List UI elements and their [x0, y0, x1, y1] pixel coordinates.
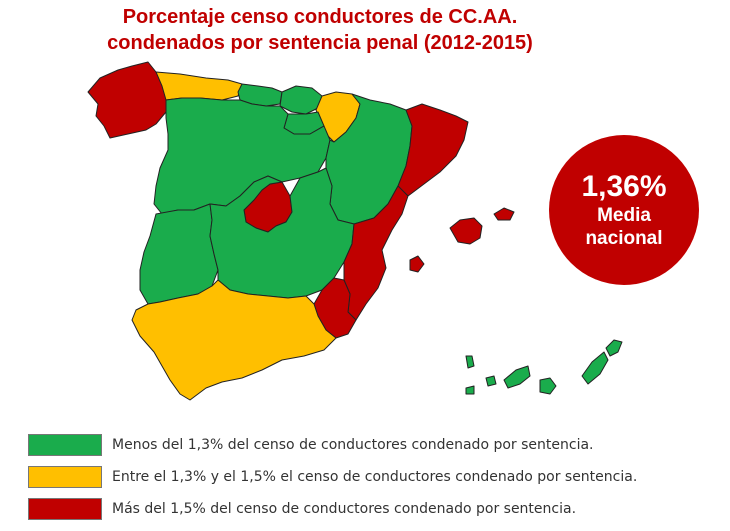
- national-average-badge: 1,36% Media nacional: [549, 135, 699, 285]
- region-canarias-fuerteventura: [581, 351, 609, 385]
- national-average-label-1: Media: [597, 205, 651, 226]
- region-baleares-menorca: [493, 207, 515, 221]
- region-canarias-lanzarote: [605, 339, 623, 357]
- region-baleares-ibiza: [409, 255, 425, 273]
- legend-swatch-red: [28, 498, 102, 520]
- national-average-label-2: nacional: [585, 228, 663, 249]
- title-line-1: Porcentaje censo conductores de CC.AA.: [122, 6, 518, 28]
- legend-item-green: Menos del 1,3% del censo de conductores …: [28, 432, 708, 458]
- national-average-value: 1,36%: [581, 170, 667, 203]
- legend-item-yellow: Entre el 1,3% y el 1,5% el censo de cond…: [28, 464, 708, 490]
- region-canarias-gomera: [485, 375, 497, 387]
- legend-label-green: Menos del 1,3% del censo de conductores …: [112, 437, 594, 453]
- legend-item-red: Más del 1,5% del censo de conductores co…: [28, 496, 708, 522]
- spain-map: [87, 61, 623, 401]
- region-asturias: [155, 71, 243, 101]
- region-andalucia: [131, 279, 337, 401]
- region-baleares-mallorca: [449, 217, 483, 245]
- region-comunidad-valenciana: [343, 185, 409, 321]
- region-cataluna: [397, 103, 469, 197]
- legend-swatch-yellow: [28, 466, 102, 488]
- legend-label-red: Más del 1,5% del censo de conductores co…: [112, 501, 577, 517]
- region-cantabria: [237, 83, 283, 107]
- region-canarias-tenerife: [503, 365, 531, 389]
- region-galicia: [87, 61, 169, 139]
- legend-swatch-green: [28, 434, 102, 456]
- region-canarias-lapalma: [465, 355, 475, 369]
- region-canarias-grancanaria: [539, 377, 557, 395]
- map-title: Porcentaje censo conductores de CC.AA. c…: [0, 4, 640, 56]
- legend-label-yellow: Entre el 1,3% y el 1,5% el censo de cond…: [112, 469, 638, 485]
- region-canarias-hierro: [465, 385, 475, 395]
- title-line-2: condenados por sentencia penal (2012-201…: [107, 32, 533, 54]
